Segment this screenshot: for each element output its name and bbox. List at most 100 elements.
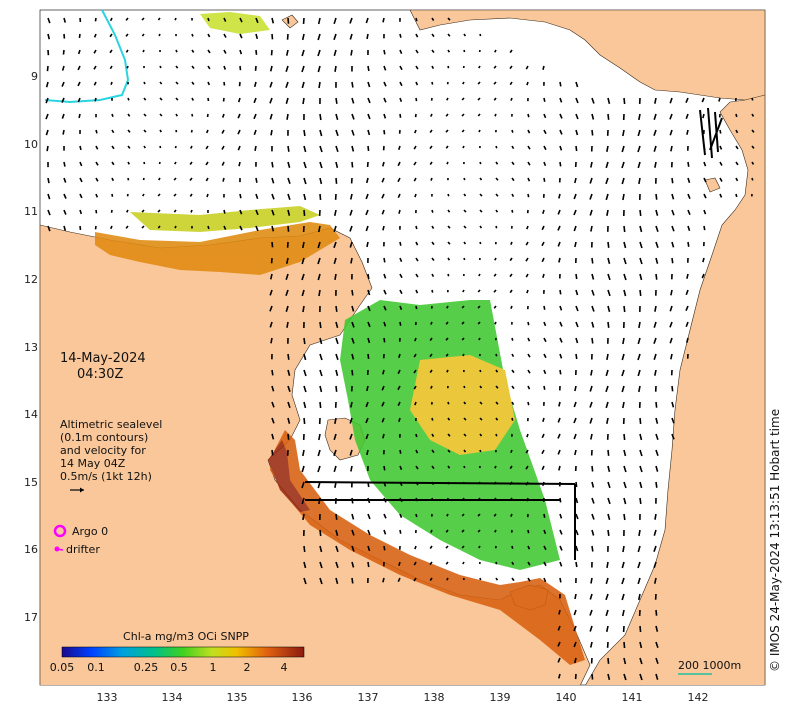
velocity-vector — [639, 209, 642, 217]
legend-line: 14 May 04Z — [60, 457, 126, 470]
velocity-vector — [589, 641, 593, 648]
velocity-vector — [365, 401, 369, 408]
velocity-vector — [495, 353, 498, 357]
velocity-vector — [141, 225, 145, 229]
velocity-vector — [589, 625, 593, 632]
velocity-vector — [349, 33, 353, 40]
velocity-vector — [351, 369, 354, 376]
velocity-vector — [111, 177, 115, 182]
velocity-vector — [301, 273, 305, 281]
velocity-vector — [638, 529, 641, 537]
velocity-vector — [381, 177, 385, 183]
velocity-vector — [303, 161, 307, 169]
velocity-vector — [589, 401, 593, 408]
velocity-vector — [557, 209, 561, 215]
velocity-vector — [589, 193, 593, 200]
velocity-vector — [495, 209, 499, 213]
velocity-vector — [334, 273, 337, 280]
velocity-vector — [494, 465, 497, 469]
velocity-vector — [430, 385, 433, 389]
velocity-vector — [623, 657, 627, 665]
velocity-vector — [191, 49, 195, 53]
velocity-vector — [543, 321, 547, 327]
velocity-vector — [287, 161, 291, 168]
velocity-vector — [655, 625, 659, 632]
velocity-vector — [125, 49, 129, 53]
velocity-vector — [317, 465, 321, 473]
velocity-vector — [509, 65, 513, 70]
velocity-vector — [175, 65, 179, 69]
velocity-vector — [223, 17, 227, 22]
velocity-vector — [301, 81, 305, 89]
velocity-vector — [271, 177, 275, 184]
velocity-vector — [61, 97, 65, 103]
velocity-vector — [670, 289, 673, 296]
velocity-vector — [478, 129, 481, 133]
velocity-vector — [511, 337, 514, 341]
velocity-vector — [143, 145, 146, 149]
velocity-vector — [654, 161, 657, 168]
velocity-vector — [637, 337, 641, 345]
velocity-vector — [654, 369, 657, 376]
velocity-vector — [495, 417, 499, 421]
velocity-vector — [79, 161, 83, 167]
velocity-vector — [351, 97, 355, 104]
velocity-vector — [303, 353, 307, 361]
velocity-vector — [623, 273, 627, 281]
velocity-vector — [287, 369, 291, 376]
new-guinea-coast — [409, 10, 765, 101]
chl-north-coast-band — [95, 222, 340, 275]
velocity-vector — [509, 273, 513, 278]
velocity-vector — [351, 129, 355, 136]
velocity-vector — [702, 257, 705, 263]
velocity-vector — [77, 65, 81, 71]
velocity-vector — [383, 465, 386, 471]
velocity-vector — [542, 209, 545, 215]
velocity-vector — [479, 33, 482, 37]
velocity-vector — [494, 113, 497, 117]
velocity-vector — [61, 113, 65, 119]
velocity-vector — [751, 177, 754, 181]
velocity-vector — [94, 97, 97, 102]
velocity-vector — [269, 113, 273, 120]
velocity-vector — [367, 113, 371, 120]
velocity-vector — [623, 241, 627, 249]
velocity-vector — [287, 353, 290, 360]
velocity-vector — [239, 193, 242, 199]
velocity-vector — [605, 577, 609, 585]
velocity-vector — [541, 241, 545, 247]
velocity-vector — [637, 353, 641, 361]
depth-scale-label: 200 1000m — [678, 659, 741, 672]
velocity-vector — [622, 545, 625, 553]
velocity-vector — [463, 417, 467, 421]
velocity-vector — [415, 257, 419, 262]
velocity-vector — [558, 465, 561, 471]
velocity-vector — [621, 609, 625, 617]
velocity-vector — [207, 33, 211, 38]
velocity-vector — [541, 449, 545, 455]
velocity-vector — [303, 129, 306, 137]
velocity-vector — [399, 321, 402, 326]
velocity-vector — [607, 97, 611, 105]
velocity-vector — [493, 65, 497, 69]
velocity-vector — [607, 321, 610, 328]
velocity-vector — [462, 289, 465, 293]
velocity-vector — [351, 353, 355, 360]
velocity-vector — [511, 369, 515, 374]
velocity-vector — [429, 577, 433, 582]
velocity-vector — [463, 209, 467, 213]
velocity-vector — [558, 609, 561, 615]
velocity-vector — [415, 273, 419, 278]
velocity-vector — [685, 321, 689, 328]
velocity-vector — [558, 401, 561, 407]
velocity-vector — [95, 177, 99, 182]
velocity-vector — [301, 465, 305, 473]
velocity-vector — [591, 305, 595, 312]
velocity-vector — [575, 497, 579, 504]
colorbar-tick: 0.05 — [50, 661, 75, 674]
velocity-vector — [158, 177, 161, 181]
velocity-vector — [607, 273, 611, 281]
lon-tick: 141 — [622, 691, 643, 704]
velocity-vector — [125, 225, 129, 229]
velocity-vector — [191, 97, 195, 101]
